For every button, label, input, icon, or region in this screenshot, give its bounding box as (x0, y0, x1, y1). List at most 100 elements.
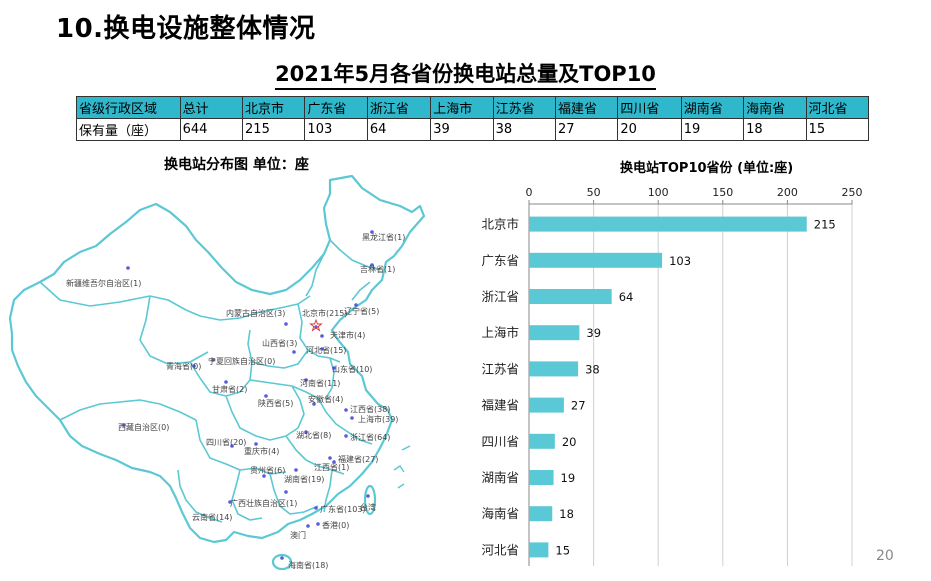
category-label: 北京市 (481, 217, 519, 232)
map-marker-dot (314, 506, 318, 510)
map-marker-dot (122, 423, 126, 427)
data-label: 18 (559, 507, 574, 521)
table-cell: 19 (680, 118, 745, 141)
map-marker-dot (354, 303, 358, 307)
map-marker-dot (230, 444, 234, 448)
bar (529, 542, 549, 558)
map-province-label: 湖北省(8) (296, 430, 331, 440)
map-province-label: 西藏自治区(0) (118, 422, 169, 432)
map-marker-dot (332, 366, 336, 370)
data-label: 39 (586, 326, 601, 340)
map-province-label: 安徽省(4) (308, 394, 343, 404)
bar (529, 216, 807, 232)
map-marker-dot (320, 334, 324, 338)
coast-detail (393, 445, 411, 489)
map-marker-dot (254, 442, 258, 446)
map-marker-dot (126, 266, 130, 270)
table-cell: 浙江省 (366, 96, 432, 119)
bar (529, 433, 555, 449)
bar (529, 289, 612, 304)
map-province-label: 宁夏回族自治区(0) (208, 356, 275, 366)
map-marker-dot (332, 460, 336, 464)
stats-table: 省级行政区域 总计 北京市 广东省 浙江省 上海市 江苏省 福建省 四川省 湖南… (76, 96, 870, 141)
data-label: 20 (562, 435, 577, 449)
data-label: 15 (555, 543, 570, 557)
map-marker-dot (192, 364, 196, 368)
table-cell: 644 (179, 118, 244, 141)
map-province-label: 广东省(103) (320, 504, 366, 514)
map-marker-dot (306, 524, 310, 528)
category-label: 江苏省 (481, 361, 519, 376)
map-marker-dot (294, 468, 298, 472)
category-label: 海南省 (481, 506, 519, 521)
main-title: 2021年5月各省份换电站总量及TOP10 (0, 58, 931, 90)
map-marker-dot (344, 408, 348, 412)
table-cell: 保有量（座） (76, 118, 181, 141)
table-cell: 河北省 (805, 96, 870, 119)
category-label: 福建省 (481, 398, 519, 413)
map-marker-dot (304, 430, 308, 434)
map-province-label: 山西省(3) (262, 338, 297, 348)
x-tick-label: 150 (712, 186, 733, 199)
category-label: 浙江省 (481, 289, 519, 304)
map-province-label: 山东省(10) (332, 364, 372, 374)
x-tick-label: 50 (587, 186, 601, 199)
bar (529, 325, 580, 341)
taiwan-island (363, 484, 377, 516)
map-marker-dot (224, 380, 228, 384)
map-marker-dot (320, 347, 324, 351)
map-province-label: 台湾 (360, 502, 376, 512)
map-markers: 黑龙江省(1) 吉林省(1) 辽宁省(5) 新疆维吾尔自治区(1) 内蒙古自治区(3) 北… (66, 230, 405, 570)
map-province-label: 浙江省(64) (350, 432, 390, 442)
table-cell: 18 (743, 118, 807, 141)
map-province-label: 江西省(1) (314, 462, 349, 472)
table-cell: 湖南省 (680, 96, 745, 119)
map-marker-dot (284, 490, 288, 494)
map-province-label: 云南省(14) (192, 512, 232, 522)
table-cell: 海南省 (743, 96, 807, 119)
category-label: 四川省 (481, 434, 519, 449)
map-province-label: 江西省(38) (350, 404, 390, 414)
table-cell: 上海市 (430, 96, 494, 119)
table-cell: 总计 (179, 96, 244, 119)
table-cell: 省级行政区域 (76, 96, 181, 119)
map-marker-dot (328, 456, 332, 460)
map-province-label: 香港(0) (322, 520, 349, 530)
page-title: 10.换电设施整体情况 (56, 14, 316, 44)
map-province-label: 澳门 (290, 530, 306, 540)
x-tick-label: 250 (842, 186, 863, 199)
map-marker-dot (284, 322, 288, 326)
map-province-label: 河南省(11) (300, 378, 340, 388)
data-label: 27 (571, 399, 586, 413)
map-marker-dot (262, 474, 266, 478)
map-marker-dot (370, 230, 374, 234)
table-cell: 27 (554, 118, 619, 141)
capital-star-icon (309, 318, 323, 332)
top10-bar-chart: 0 50 100 150 200 250 北京市 215 广东省 103 浙江省 64 上海市 39 江苏省… (481, 186, 863, 566)
bar (529, 397, 564, 413)
map-province-label: 甘肃省(2) (212, 384, 247, 394)
data-label: 215 (814, 218, 836, 232)
map-province-label: 黑龙江省(1) (362, 232, 405, 242)
map-marker-dot (280, 556, 284, 560)
map-marker-dot (211, 358, 215, 362)
table-cell: 38 (492, 118, 556, 141)
table-cell: 四川省 (617, 96, 682, 119)
china-map: 黑龙江省(1) 吉林省(1) 辽宁省(5) 新疆维吾尔自治区(1) 内蒙古自治区(3) 北… (8, 174, 426, 571)
map-marker-dot (366, 494, 370, 498)
table-cell: 15 (805, 118, 870, 141)
map-province-label: 天津市(4) (330, 330, 365, 340)
map-province-label: 北京市(215) (302, 308, 348, 318)
table-cell: 39 (430, 118, 494, 141)
map-marker-dot (304, 378, 308, 382)
table-cell: 广东省 (304, 96, 368, 119)
bar (529, 252, 663, 268)
map-province-label: 辽宁省(5) (344, 306, 379, 316)
map-marker-dot (228, 500, 232, 504)
main-title-text: 2021年5月各省份换电站总量及TOP10 (275, 62, 656, 90)
bar (529, 470, 554, 485)
x-tick-label: 100 (648, 186, 669, 199)
table-cell: 江苏省 (492, 96, 556, 119)
category-label: 湖南省 (481, 470, 519, 485)
bar (529, 506, 553, 522)
